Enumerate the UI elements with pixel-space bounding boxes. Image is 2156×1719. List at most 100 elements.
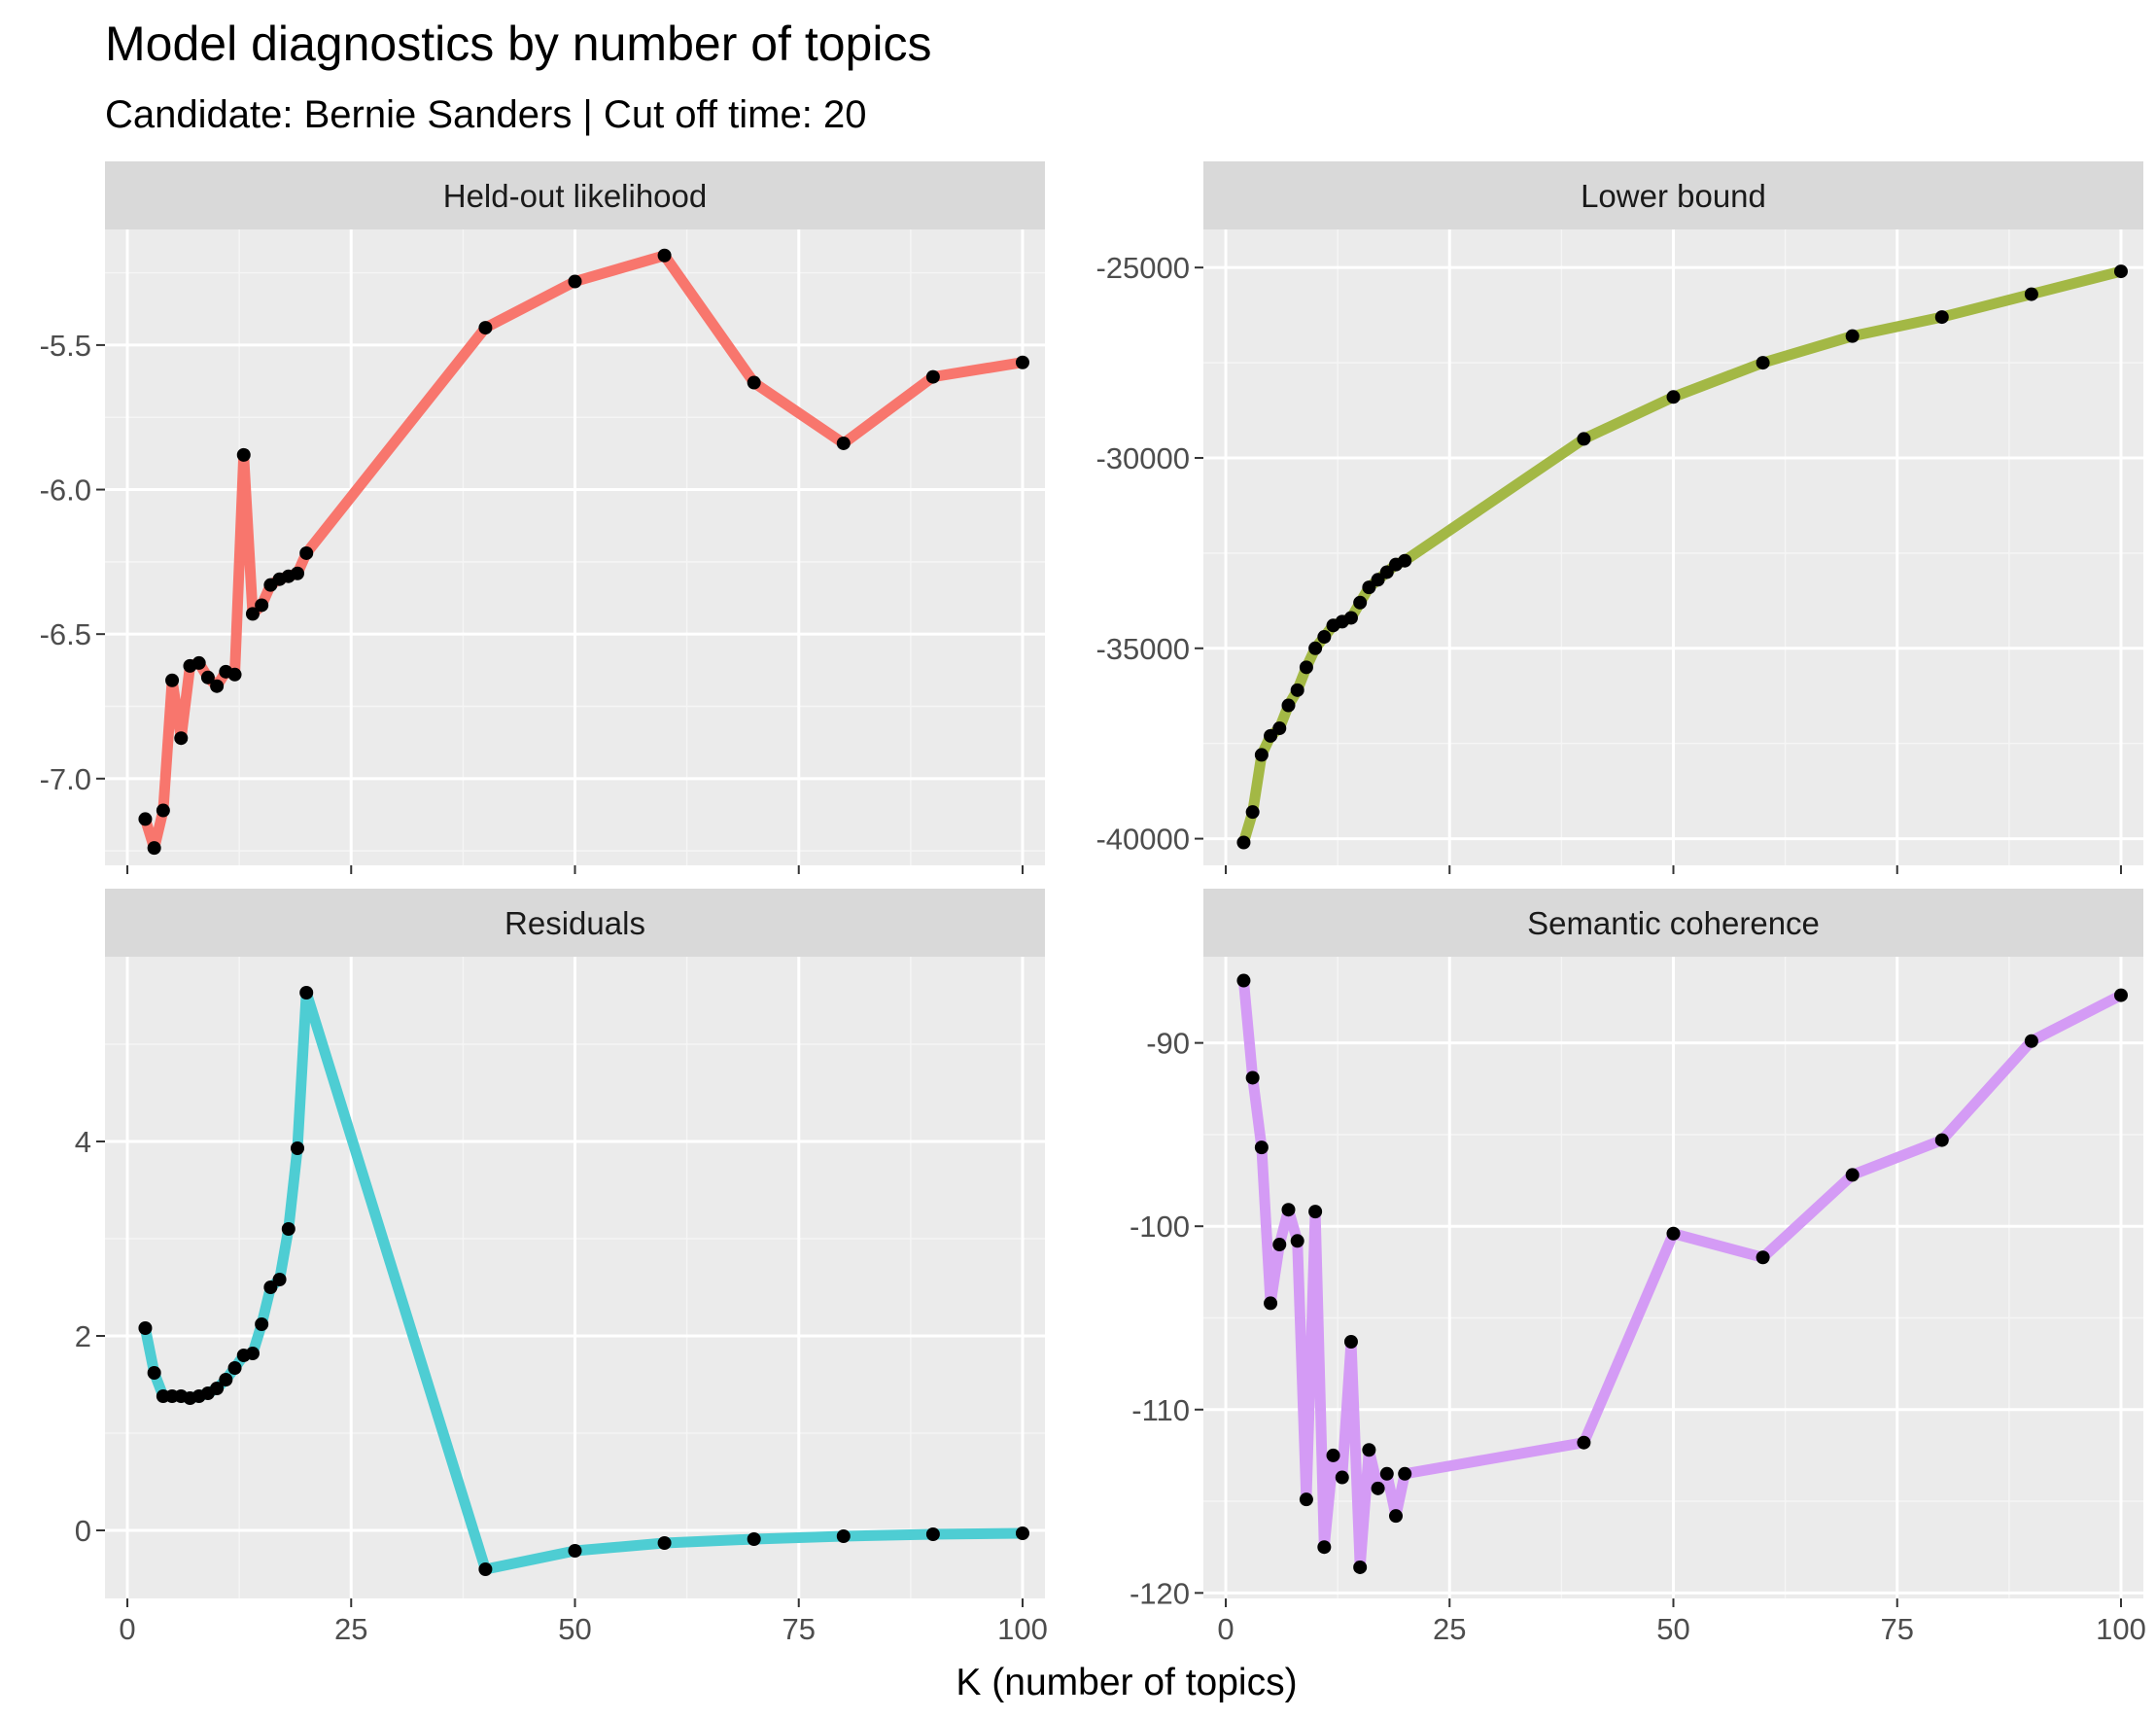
data-point bbox=[1299, 1492, 1313, 1507]
strip-label-lower-bound: Lower bound bbox=[1581, 178, 1766, 214]
data-point bbox=[1281, 698, 1296, 713]
data-point bbox=[1015, 1526, 1029, 1540]
strip-lower-bound bbox=[1203, 161, 2143, 229]
data-point bbox=[1308, 641, 1323, 655]
data-point bbox=[657, 1536, 672, 1550]
data-point bbox=[657, 248, 672, 263]
data-point bbox=[1371, 1481, 1385, 1495]
strip-label-residuals: Residuals bbox=[504, 905, 645, 941]
data-point bbox=[1666, 1226, 1681, 1241]
data-point bbox=[478, 321, 493, 335]
data-point bbox=[210, 1382, 225, 1395]
chart-title: Model diagnostics by number of topics bbox=[105, 17, 931, 71]
data-point bbox=[2113, 988, 2128, 1002]
data-point bbox=[1317, 1540, 1332, 1555]
data-point bbox=[1245, 805, 1260, 820]
data-point bbox=[299, 986, 314, 1000]
data-point bbox=[1845, 329, 1860, 343]
data-point bbox=[1264, 1296, 1278, 1311]
data-point bbox=[156, 803, 170, 818]
y-tick-label: -35000 bbox=[1095, 632, 1190, 666]
data-point bbox=[147, 1366, 161, 1380]
data-point bbox=[1353, 595, 1368, 610]
data-point bbox=[2024, 1034, 2038, 1048]
data-point bbox=[1389, 1509, 1404, 1524]
data-point bbox=[925, 369, 940, 384]
panel-lower-bound: Lower bound -40000 -35000 -30000 -25000 bbox=[1095, 161, 2143, 874]
data-point bbox=[1236, 973, 1251, 988]
data-point bbox=[236, 447, 251, 462]
data-point bbox=[1343, 1335, 1358, 1349]
y-tick-label: -7.0 bbox=[40, 762, 91, 796]
data-point bbox=[1934, 310, 1949, 325]
data-point bbox=[1371, 573, 1385, 587]
panel-residuals: Residuals 0 2 4 0 25 50 75 100 bbox=[75, 889, 1048, 1646]
data-point bbox=[1326, 1448, 1340, 1462]
data-point bbox=[478, 1562, 493, 1576]
y-tick-label: -40000 bbox=[1095, 823, 1190, 857]
data-point bbox=[1756, 1250, 1770, 1265]
y-tick-label: -110 bbox=[1131, 1393, 1190, 1427]
data-point bbox=[1245, 1070, 1260, 1085]
y-tick-label: 2 bbox=[75, 1319, 91, 1353]
data-point bbox=[747, 1532, 761, 1546]
data-point bbox=[2024, 287, 2038, 301]
strip-held-out-likelihood bbox=[105, 161, 1045, 229]
y-tick-label: -120 bbox=[1130, 1576, 1190, 1610]
chart-subtitle: Candidate: Bernie Sanders | Cut off time… bbox=[105, 93, 866, 136]
data-point bbox=[1236, 835, 1251, 850]
data-point bbox=[1272, 1238, 1287, 1252]
x-axis-title: K (number of topics) bbox=[956, 1662, 1297, 1703]
data-point bbox=[219, 1373, 233, 1386]
y-tick-label: -6.0 bbox=[40, 474, 91, 508]
y-tick-label: -6.5 bbox=[40, 617, 91, 651]
data-point bbox=[925, 1527, 940, 1541]
y-tick-label: -30000 bbox=[1095, 441, 1190, 475]
data-point bbox=[200, 670, 215, 684]
data-point bbox=[1290, 1234, 1304, 1248]
data-point bbox=[255, 1317, 269, 1331]
x-tick-label: 0 bbox=[119, 1612, 135, 1646]
data-point bbox=[1264, 728, 1278, 743]
strip-residuals bbox=[105, 889, 1045, 957]
data-point bbox=[1398, 553, 1412, 568]
x-tick-label: 25 bbox=[334, 1612, 367, 1646]
data-point bbox=[1577, 1435, 1591, 1450]
data-point bbox=[1845, 1168, 1860, 1182]
data-point bbox=[1379, 565, 1394, 579]
data-point bbox=[1254, 748, 1269, 762]
y-tick-label: -5.5 bbox=[40, 329, 91, 363]
x-tick-label: 100 bbox=[997, 1612, 1048, 1646]
strip-label-held-out-likelihood: Held-out likelihood bbox=[443, 178, 708, 214]
data-point bbox=[227, 667, 242, 682]
data-point bbox=[138, 812, 153, 826]
data-point bbox=[1281, 1203, 1296, 1217]
data-point bbox=[1577, 432, 1591, 446]
x-tick-label: 0 bbox=[1217, 1612, 1234, 1646]
y-tick-label: -90 bbox=[1146, 1027, 1190, 1061]
strip-label-semantic-coherence: Semantic coherence bbox=[1527, 905, 1820, 941]
data-point bbox=[263, 1280, 278, 1294]
data-point bbox=[138, 1321, 153, 1335]
data-point bbox=[1299, 660, 1313, 675]
data-point bbox=[1756, 356, 1770, 370]
data-point bbox=[191, 655, 206, 670]
data-point bbox=[1015, 355, 1029, 369]
data-point bbox=[2113, 264, 2128, 279]
data-point bbox=[1317, 630, 1332, 645]
data-point bbox=[291, 1141, 305, 1155]
x-tick-label: 50 bbox=[1656, 1612, 1689, 1646]
data-point bbox=[747, 375, 761, 390]
facet-panels: Held-out likelihood -7.0 -6.5 -6.0 -5.5 Lower… bbox=[40, 161, 2146, 1646]
y-tick-label: -25000 bbox=[1095, 251, 1190, 285]
data-point bbox=[174, 731, 189, 746]
x-tick-label: 50 bbox=[558, 1612, 591, 1646]
panel-held-out-likelihood: Held-out likelihood -7.0 -6.5 -6.0 -5.5 bbox=[40, 161, 1045, 874]
data-point bbox=[299, 545, 314, 560]
data-point bbox=[836, 1529, 851, 1543]
data-point bbox=[291, 566, 305, 580]
strip-semantic-coherence bbox=[1203, 889, 2143, 957]
data-point bbox=[1353, 1560, 1368, 1574]
data-point bbox=[255, 598, 269, 613]
